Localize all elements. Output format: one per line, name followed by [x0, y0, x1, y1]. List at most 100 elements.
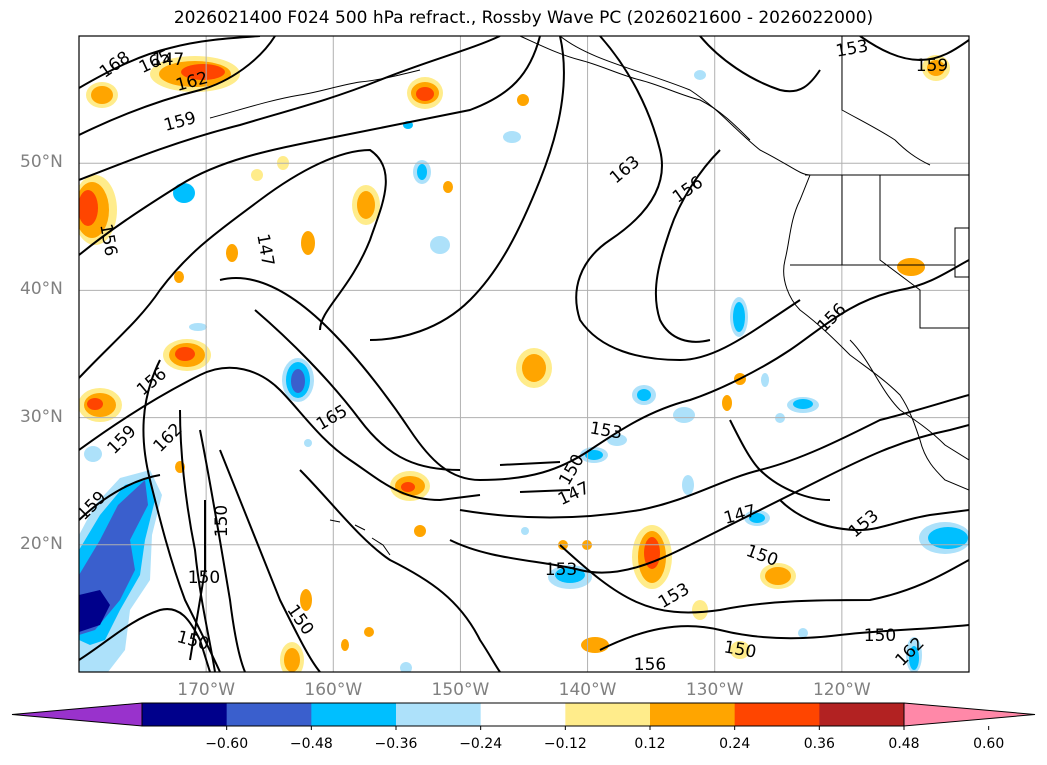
positive-anomaly-region	[692, 600, 708, 620]
negative-anomaly-region	[798, 628, 808, 638]
positive-anomaly-region	[364, 627, 374, 637]
positive-anomaly-region	[91, 86, 113, 104]
colorbar-tick-label: 0.48	[888, 736, 920, 752]
negative-anomaly-region	[585, 450, 603, 460]
colorbar-tick-label: 0.24	[719, 736, 751, 752]
contour-line	[519, 489, 571, 493]
colorbar	[11, 702, 1036, 730]
colorbar-tick-label: −0.60	[205, 736, 249, 752]
contour-lines	[79, 36, 969, 672]
negative-anomaly-region	[430, 236, 450, 254]
contour-line	[189, 500, 206, 661]
colorbar-tick-label: 0.36	[803, 736, 835, 752]
positive-anomaly-region	[722, 395, 732, 411]
positive-anomaly-region	[765, 567, 791, 585]
negative-anomaly-region	[173, 183, 195, 203]
negative-anomaly-region	[400, 662, 412, 672]
boundary-line	[954, 227, 969, 278]
contour-line	[859, 36, 969, 62]
negative-anomaly-region	[637, 389, 651, 401]
contour-line	[559, 544, 969, 614]
negative-anomaly-region	[417, 164, 427, 180]
positive-anomaly-region	[79, 190, 98, 226]
negative-anomaly-region	[291, 369, 305, 393]
positive-anomaly-region	[181, 64, 225, 80]
colorbar-tick-label: −0.12	[543, 736, 587, 752]
colorbar-tick-label: −0.48	[289, 736, 333, 752]
negative-anomaly-region	[761, 373, 769, 387]
positive-anomaly-region	[226, 244, 238, 262]
contour-line	[79, 608, 211, 672]
negative-anomaly-region	[928, 527, 968, 549]
negative-anomaly-region	[84, 446, 102, 462]
contour-line	[219, 449, 321, 672]
graticule	[79, 36, 969, 672]
contour-line	[79, 148, 387, 379]
contour-line	[199, 429, 246, 672]
positive-anomaly-region	[175, 347, 195, 361]
contour-line	[79, 474, 161, 521]
colorbar-extend-low	[11, 702, 143, 727]
negative-anomaly-region	[909, 646, 919, 670]
contour-line	[79, 366, 481, 502]
positive-anomaly-region	[284, 648, 300, 672]
longitude-label: 170°W	[177, 680, 236, 700]
contour-line	[699, 36, 821, 93]
contour-line	[79, 36, 541, 256]
contour-line	[254, 309, 461, 471]
positive-anomaly-region	[401, 482, 415, 492]
contour-line	[179, 409, 216, 672]
colorbar-segment	[650, 703, 736, 726]
colorbar-segment	[226, 703, 312, 726]
coastline-baja	[849, 339, 969, 461]
positive-anomaly-region	[416, 87, 434, 101]
colorbar-tick-label: 0.60	[973, 736, 1005, 752]
map-title: 2026021400 F024 500 hPa refract., Rossby…	[173, 8, 874, 28]
contour-line	[219, 259, 969, 482]
contour-line	[499, 461, 561, 466]
negative-anomaly-region	[694, 70, 706, 80]
negative-anomaly-region	[304, 439, 312, 447]
latitude-label: 20°N	[20, 533, 63, 554]
positive-anomaly-region	[174, 271, 184, 283]
negative-anomaly-region	[555, 567, 585, 583]
positive-anomaly-region	[301, 231, 315, 255]
negative-anomaly-region	[521, 527, 529, 535]
positive-anomaly-region	[414, 525, 426, 537]
colorbar-tick-label: 0.12	[634, 736, 666, 752]
positive-anomaly-region	[730, 641, 750, 659]
contour-label: 150	[188, 568, 220, 588]
contour-line	[599, 624, 969, 651]
positive-anomaly-region	[522, 354, 546, 382]
colorbar-segment	[311, 703, 397, 726]
coastline-hawaii	[329, 519, 391, 556]
contour-line	[299, 469, 501, 672]
negative-anomaly-region	[79, 590, 110, 632]
positive-anomaly-region	[87, 398, 103, 410]
colorbar-segment	[819, 703, 905, 726]
contour-label: 156	[634, 655, 666, 675]
longitude-label: 120°W	[812, 680, 871, 700]
map-frame	[78, 35, 970, 673]
contour-line	[79, 36, 261, 89]
latitude-label: 50°N	[20, 152, 63, 173]
colorbar-segment	[480, 703, 566, 726]
longitude-label: 160°W	[304, 680, 363, 700]
longitude-label: 130°W	[685, 680, 744, 700]
contour-line	[729, 419, 831, 501]
contour-line	[459, 394, 969, 519]
positive-anomaly-region	[927, 60, 945, 76]
positive-anomaly-region	[517, 94, 529, 106]
colorbar-segment	[734, 703, 820, 726]
colorbar-extend-high	[903, 702, 1036, 727]
contour-line	[654, 149, 721, 343]
negative-anomaly-region	[682, 475, 694, 495]
positive-anomaly-region	[251, 169, 263, 181]
contour-label: 159	[916, 56, 948, 76]
colorbar-tick-label: −0.36	[374, 736, 418, 752]
contour-line	[79, 36, 276, 136]
positive-anomaly-region	[357, 191, 375, 219]
positive-anomaly-region	[897, 258, 925, 276]
coastline-alaska	[519, 36, 751, 141]
longitude-label: 150°W	[431, 680, 490, 700]
